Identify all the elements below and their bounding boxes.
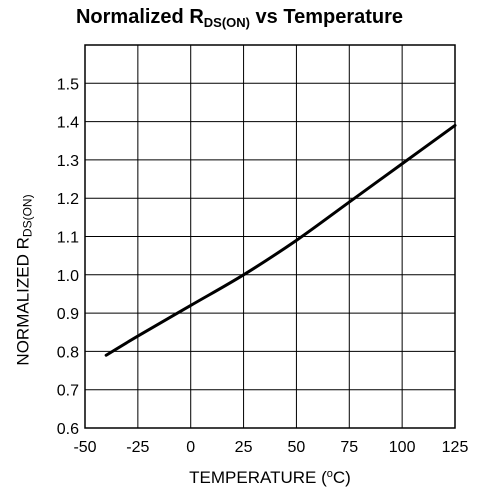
y-axis-label: NORMALIZED RDS(ON) bbox=[13, 194, 35, 366]
y-tick-label: 1.5 bbox=[57, 76, 79, 93]
y-tick-label: 1.0 bbox=[57, 268, 79, 285]
y-tick-labels: 0.6 0.7 0.8 0.9 1.0 1.1 1.2 1.3 1.4 1.5 bbox=[57, 76, 79, 438]
x-axis-label: TEMPERATURE (oC) bbox=[189, 468, 351, 487]
y-tick-label: 1.1 bbox=[57, 230, 79, 247]
data-series-line bbox=[104, 123, 457, 357]
x-tick-label: 50 bbox=[288, 439, 306, 456]
x-tick-label: -25 bbox=[126, 439, 149, 456]
y-tick-label: 1.4 bbox=[57, 115, 79, 132]
x-tick-label: 75 bbox=[340, 439, 358, 456]
x-tick-label: 0 bbox=[186, 439, 195, 456]
grid-lines bbox=[85, 45, 455, 428]
x-tick-labels: -50 -25 0 25 50 75 100 125 bbox=[73, 439, 468, 456]
x-tick-label: -50 bbox=[73, 439, 96, 456]
y-tick-label: 1.3 bbox=[57, 153, 79, 170]
chart-title: Normalized RDS(ON) vs Temperature bbox=[75, 6, 404, 30]
y-tick-label: 0.9 bbox=[57, 306, 79, 323]
x-tick-label: 100 bbox=[389, 439, 416, 456]
x-tick-label: 25 bbox=[235, 439, 253, 456]
y-tick-label: 0.6 bbox=[57, 421, 79, 438]
y-tick-label: 1.2 bbox=[57, 191, 79, 208]
x-tick-label: 125 bbox=[442, 439, 469, 456]
y-tick-label: 0.8 bbox=[57, 344, 79, 361]
plot-frame bbox=[84, 44, 456, 429]
y-tick-label: 0.7 bbox=[57, 383, 79, 400]
